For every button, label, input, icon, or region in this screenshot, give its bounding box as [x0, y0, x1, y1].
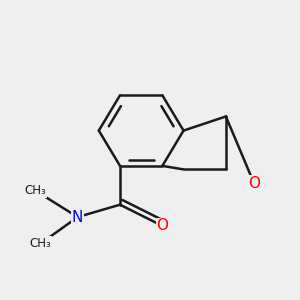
Text: O: O	[156, 218, 168, 233]
Text: CH₃: CH₃	[30, 237, 52, 250]
Text: CH₃: CH₃	[24, 184, 46, 197]
Text: N: N	[72, 210, 83, 225]
Text: O: O	[248, 176, 260, 191]
